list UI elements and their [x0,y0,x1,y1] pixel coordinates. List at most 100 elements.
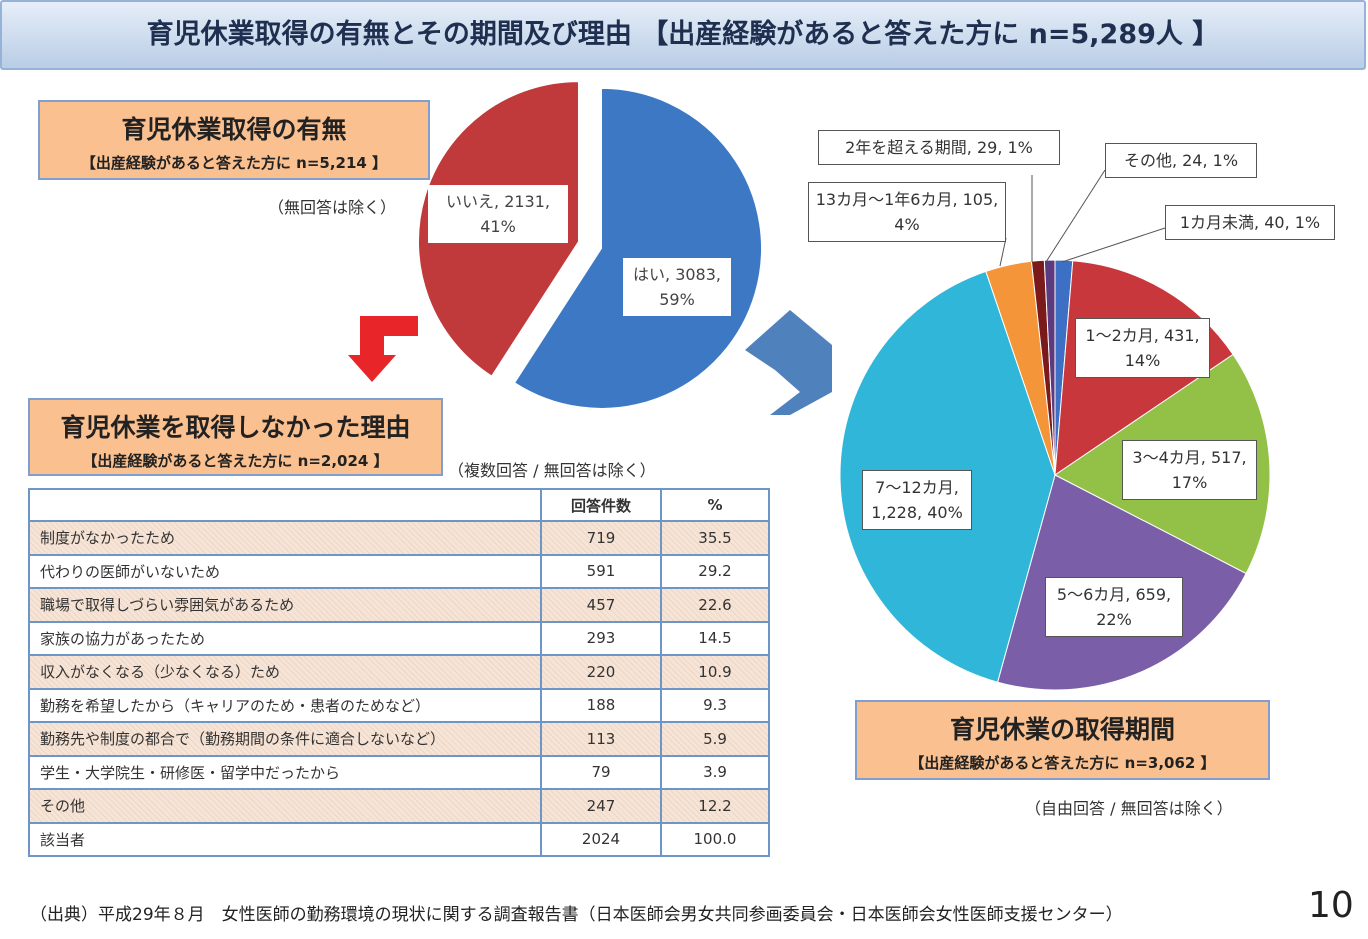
label-category: 7〜12カ月 [875,478,954,497]
table-row: 制度がなかったため 719 35.5 [28,520,770,556]
label-percent: 17% [1171,473,1208,492]
number-cell: 591 [540,553,662,589]
label-percent: 22% [1096,610,1132,629]
label-percent: 14% [1124,351,1161,370]
label-value: 517 [1210,448,1242,467]
number-cell: 10.9 [660,654,770,690]
slice-label: 2年を超える期間, 29, 1% [818,130,1060,165]
table-row: その他 247 12.2 [28,788,770,824]
reason-cell: 勤務を希望したから（キャリアのため・患者のためなど） [28,687,542,723]
reason-cell: 該当者 [28,821,542,857]
label-category: 3〜4カ月 [1132,448,1201,467]
table-row: 勤務を希望したから（キャリアのため・患者のためなど） 188 9.3 [28,687,770,723]
label-value: 24 [1182,151,1203,170]
source: （出典）平成29年８月 女性医師の勤務環境の現状に関する調査報告書（日本医師会男… [30,905,1123,925]
reason-cell: その他 [28,788,542,824]
pie2-subtitle: 【出産経験があると答えた方に n=3,062 】 [909,754,1216,772]
number-cell: 220 [540,654,662,690]
label-category: 1〜2カ月 [1085,326,1154,345]
table-row: 学生・大学院生・研修医・留学中だったから 79 3.9 [28,754,770,790]
number-cell: 14.5 [660,620,770,656]
pie-slice [513,87,763,409]
label-value: 659 [1135,585,1166,604]
label-value: 431 [1163,326,1195,345]
number-cell: 457 [540,587,662,623]
slice-label: 3〜4カ月, 517, 17% [1122,440,1257,500]
label-category: 13カ月〜1年6カ月 [815,190,953,209]
label-category: 1カ月未満 [1179,213,1255,232]
label-value: 40 [1264,213,1285,232]
header-cell [28,488,542,522]
table-title: 育児休業を取得しなかった理由 [60,413,411,442]
number-cell: 22.6 [660,587,770,623]
label-value: 1,228 [871,503,918,522]
reasons-table: 回答件数% 制度がなかったため 719 35.5 代わりの医師がいないため 591 29.2… [28,488,770,857]
table-row: 代わりの医師がいないため 591 29.2 [28,553,770,589]
label-percent: 1% [1294,213,1321,232]
reason-cell: 収入がなくなる（少なくなる）ため [28,654,542,690]
pie2-title: 育児休業の取得期間 [949,715,1175,744]
number-cell: 35.5 [660,520,770,556]
label-category: いいえ [446,192,495,211]
label-value: 105 [962,190,994,209]
table-subtitle: 【出産経験があると答えた方に n=2,024 】 [82,452,389,470]
table-row: 該当者 2024 100.0 [28,821,770,857]
pie1-title: 育児休業取得の有無 [121,115,347,144]
blue-arrow [745,310,832,415]
table-row: 勤務先や制度の都合で（勤務期間の条件に適合しないなど） 113 5.9 [28,721,770,757]
header-cell: % [660,488,770,522]
number-cell: 100.0 [660,821,770,857]
reason-cell: 職場で取得しづらい雰囲気があるため [28,587,542,623]
pie1-header: 育児休業取得の有無 【出産経験があると答えた方に n=5,214 】 [38,100,430,180]
slice-label: はい, 3083, 59% [623,258,731,316]
number-cell: 188 [540,687,662,723]
header-cell: 回答件数 [540,488,662,522]
reason-cell: 制度がなかったため [28,520,542,556]
slice-label: 13カ月〜1年6カ月, 105, 4% [808,182,1006,242]
reason-cell: 家族の協力があったため [28,620,542,656]
label-value: 3083 [675,265,716,284]
table-header: 育児休業を取得しなかった理由 【出産経験があると答えた方に n=2,024 】 [28,398,443,476]
label-value: 29 [976,138,998,157]
label-category: 2年を超える期間 [845,138,967,157]
number-cell: 293 [540,620,662,656]
page-number: 10 [1308,885,1354,926]
number-cell: 3.9 [660,754,770,790]
reason-cell: 代わりの医師がいないため [28,553,542,589]
slice-label: その他, 24, 1% [1105,143,1257,178]
slice-label: 7〜12カ月, 1,228, 40% [862,470,972,530]
leader-line [999,237,1007,267]
leader-line [1045,169,1106,263]
label-percent: 4% [894,215,920,234]
label-category: はい [633,265,666,284]
number-cell: 2024 [540,821,662,857]
number-cell: 719 [540,520,662,556]
pie1-note: （無回答は除く） [268,198,397,217]
slice-label: 5〜6カ月, 659, 22% [1045,577,1183,637]
pie2-note: （自由回答 / 無回答は除く） [1025,799,1233,818]
table-header-row: 回答件数% [28,488,770,522]
label-category: 5〜6カ月 [1056,585,1126,604]
slice-label: 1〜2カ月, 431, 14% [1075,318,1210,378]
number-cell: 5.9 [660,721,770,757]
table-row: 職場で取得しづらい雰囲気があるため 457 22.6 [28,587,770,623]
reason-cell: 勤務先や制度の都合で（勤務期間の条件に適合しないなど） [28,721,542,757]
label-percent: 41% [480,217,516,236]
number-cell: 247 [540,788,662,824]
number-cell: 9.3 [660,687,770,723]
label-percent: 1% [1007,138,1033,157]
table-row: 家族の協力があったため 293 14.5 [28,620,770,656]
label-percent: 1% [1212,151,1239,170]
table-note: （複数回答 / 無回答は除く） [448,461,656,480]
pie1-subtitle: 【出産経験があると答えた方に n=5,214 】 [80,154,388,172]
number-cell: 113 [540,721,662,757]
pie-slice [1043,259,1056,476]
label-percent: 59% [659,290,695,309]
slice-label: いいえ, 2131, 41% [428,185,568,243]
red-arrow [348,316,418,382]
pie2-header: 育児休業の取得期間 【出産経験があると答えた方に n=3,062 】 [855,700,1270,780]
label-value: 2131 [504,192,545,211]
table-row: 収入がなくなる（少なくなる）ため 220 10.9 [28,654,770,690]
number-cell: 12.2 [660,788,770,824]
